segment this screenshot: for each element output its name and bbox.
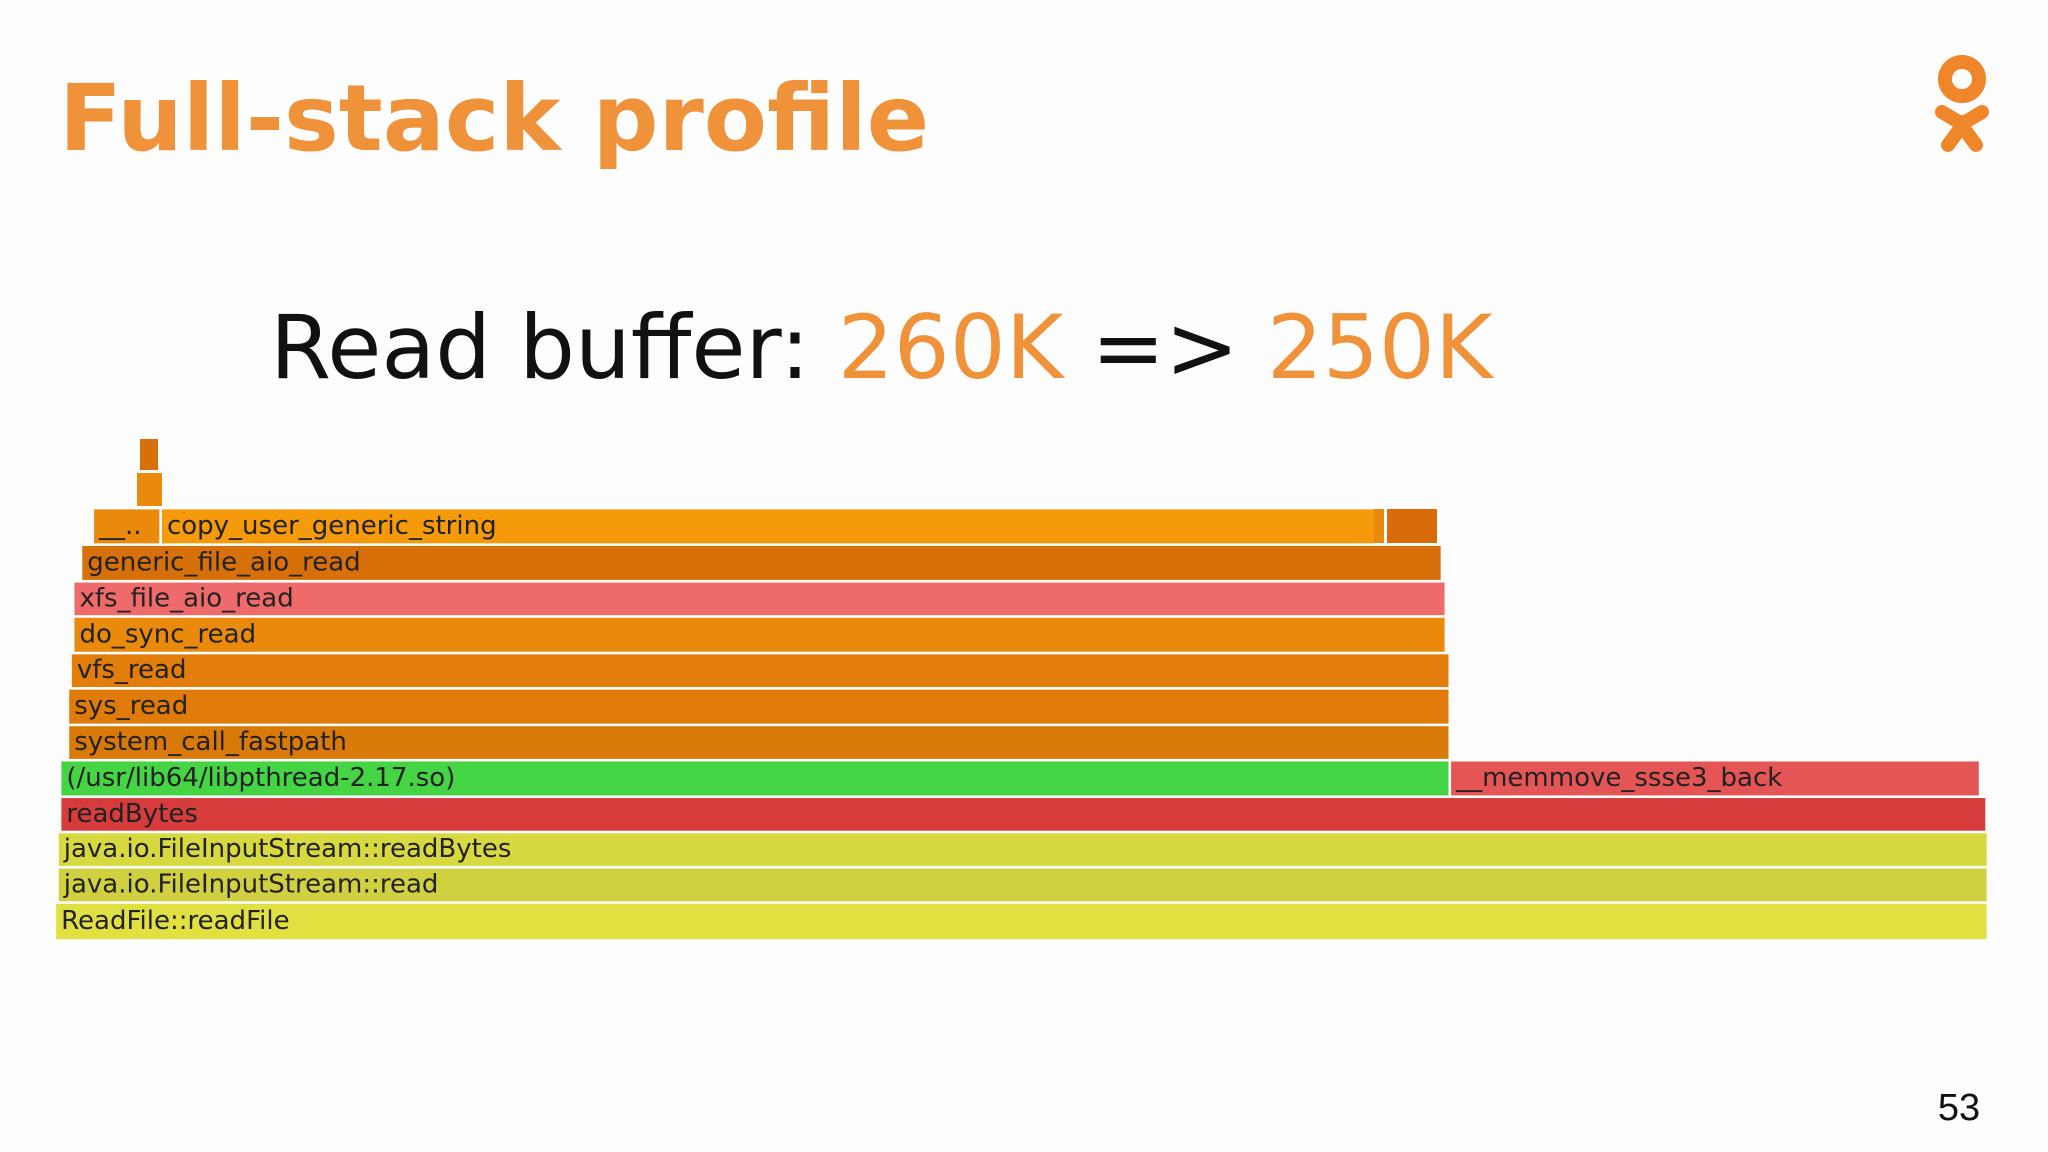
frame-label: __memmove_ssse3_back [1455, 763, 1782, 793]
logo [1935, 55, 1989, 152]
frame-label: ReadFile::readFile [61, 906, 289, 936]
frame [137, 473, 162, 506]
frame-label: (/usr/lib64/libpthread-2.17.so) [66, 763, 455, 793]
subtitle-prefix: Read buffer: [270, 296, 810, 399]
subtitle-to: 250K [1267, 296, 1495, 399]
frame-label: copy_user_generic_string [167, 511, 497, 541]
frame [56, 903, 1987, 940]
frame [1451, 761, 1979, 796]
frame [1374, 509, 1384, 543]
frame-label: do_sync_read [79, 619, 256, 649]
frame [94, 509, 160, 544]
frame [74, 582, 1445, 616]
frame [1387, 509, 1437, 543]
frame [161, 509, 1375, 544]
subtitle-arrow: => [1091, 296, 1238, 399]
frame-label: xfs_file_aio_read [79, 583, 293, 613]
frame [61, 798, 1986, 831]
flame-graph: __.. copy_user_generic_string generic_file… [56, 439, 1987, 940]
frame-label: sys_read [74, 691, 188, 721]
frame [74, 617, 1445, 652]
frame-label: generic_file_aio_read [87, 547, 360, 577]
page-number: 53 [1938, 1087, 1980, 1129]
frame-label: system_call_fastpath [74, 727, 347, 757]
frame [58, 833, 1987, 866]
subtitle-from: 260K [838, 296, 1066, 399]
frame [71, 654, 1449, 688]
frame-label: java.io.FileInputStream::readBytes [63, 834, 512, 864]
title: Full-stack profile [59, 65, 929, 172]
frame [140, 439, 158, 470]
frame-label: vfs_read [77, 655, 187, 685]
subtitle: Read buffer: 260K => 250K [270, 296, 1495, 399]
frame-label: __.. [98, 511, 142, 541]
frame [69, 726, 1449, 759]
frame [69, 689, 1449, 724]
frame [82, 545, 1441, 580]
frame [58, 868, 1987, 902]
frame [61, 761, 1449, 796]
frame-label: java.io.FileInputStream::read [63, 869, 439, 899]
frame-label: readBytes [66, 799, 198, 829]
